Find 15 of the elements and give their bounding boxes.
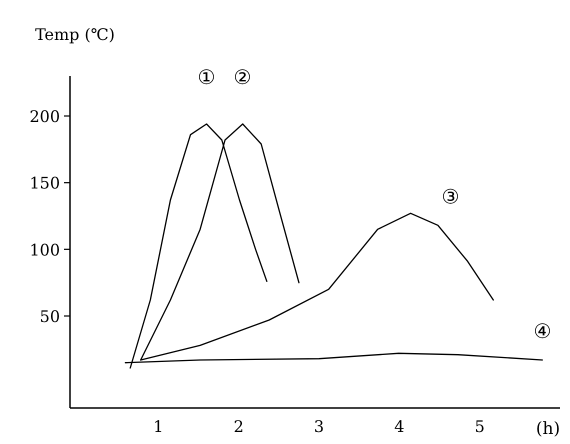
x-tick-label: 4 [394,417,404,436]
annotation: ① [198,65,216,89]
annotation: ② [234,65,252,89]
x-axis-title: (h) [536,419,560,439]
x-tick-label: 2 [234,417,244,436]
y-tick-label: 200 [29,107,60,126]
y-tick-label: 100 [29,240,60,260]
x-tick-label: 5 [474,417,485,436]
annotation: ③ [442,184,460,208]
annotation: ④ [533,319,552,343]
y-axis-title: Temp (℃) [35,25,115,44]
y-tick-label: 150 [29,174,60,193]
x-tick-label: 1 [153,417,164,436]
y-tick-label: 50 [40,307,60,326]
x-tick-label: 3 [314,417,324,436]
